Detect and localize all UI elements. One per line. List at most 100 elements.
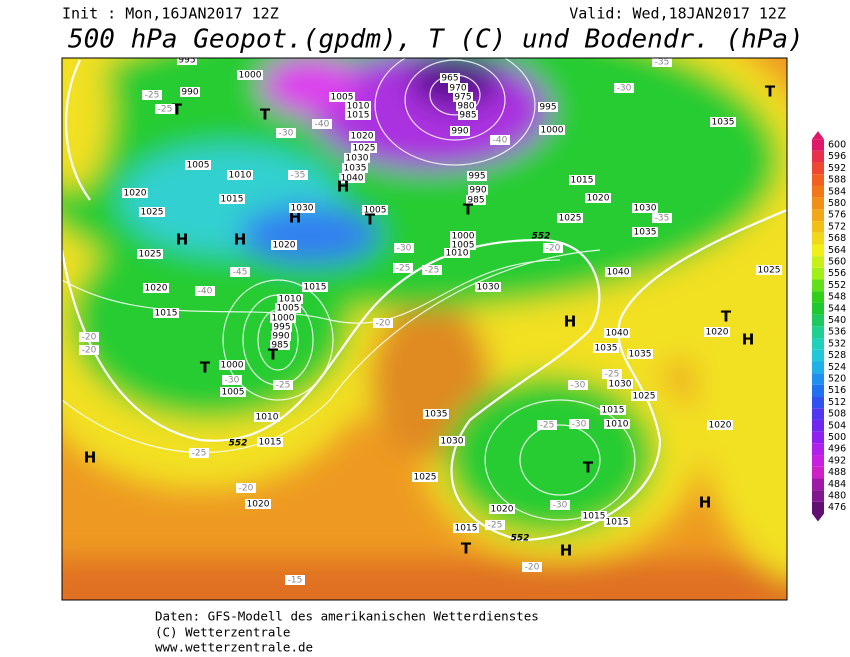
pressure-center: T: [461, 540, 472, 558]
label-box: [329, 92, 355, 102]
label-box: [373, 318, 393, 328]
geopotential-label: 552: [511, 534, 530, 544]
isobar-label: 1030: [609, 380, 632, 390]
label-box: [236, 483, 256, 493]
colorbar-swatch: [812, 455, 824, 467]
isobar-label: 1040: [341, 174, 364, 184]
isobar-label: 1000: [452, 232, 475, 242]
label-box: [237, 70, 263, 80]
colorbar-label: 528: [828, 350, 846, 361]
colorbar-swatch: [812, 174, 824, 186]
colorbar-swatch: [812, 326, 824, 339]
label-box: [219, 194, 245, 204]
label-box: [312, 119, 332, 129]
label-box: [539, 125, 565, 135]
colorbar-label: 500: [828, 432, 846, 443]
colorbar-label: 544: [828, 303, 846, 314]
isobar-label: 1020: [491, 505, 514, 515]
temperature-label: -20: [82, 346, 97, 356]
colorbar-swatch: [812, 221, 824, 233]
pressure-center: T: [260, 106, 271, 124]
colorbar-label: 600: [828, 140, 846, 151]
colorbar-tip: [812, 513, 824, 522]
pressure-center: T: [765, 83, 776, 101]
isobar-label: 1015: [606, 518, 629, 528]
map-frame: [61, 57, 788, 601]
isobar-label: 1035: [425, 410, 448, 420]
isobar-label: 1025: [758, 266, 781, 276]
label-box: [180, 87, 200, 97]
colorbar-label: 512: [828, 397, 846, 408]
isobar-label: 965: [441, 74, 458, 84]
label-box: [450, 231, 476, 241]
colorbar-swatch: [812, 279, 824, 292]
isobar-label: 995: [468, 172, 485, 182]
label-box: [569, 175, 595, 185]
pressure-center: T: [583, 459, 594, 477]
colorbar-tip: [812, 131, 824, 140]
temperature-label: -35: [291, 171, 306, 181]
temperature-label: -45: [233, 268, 248, 278]
label-box: [557, 213, 583, 223]
temperature-label: -15: [288, 576, 303, 586]
colorbar-swatch: [812, 419, 824, 432]
label-box: [227, 170, 253, 180]
label-box: [485, 520, 505, 530]
label-box: [756, 265, 782, 275]
isobar-label: 975: [454, 93, 471, 103]
temperature-label: -25: [145, 91, 160, 101]
colorbar-swatch: [812, 162, 824, 175]
isobar-label: 1005: [187, 161, 210, 171]
isobar-label: 1005: [364, 206, 387, 216]
label-box: [271, 240, 297, 250]
isobar-label: 995: [178, 56, 195, 66]
colorbar-swatch: [812, 139, 824, 151]
colorbar-swatch: [812, 408, 824, 420]
label-box: [604, 419, 630, 429]
label-box: [245, 499, 271, 509]
label-box: [344, 153, 370, 163]
isobar-label: 1000: [272, 314, 295, 324]
isobar-label: 1025: [139, 250, 162, 260]
temperature-label: -30: [279, 129, 294, 139]
label-box: [142, 90, 162, 100]
pressure-center: H: [84, 449, 97, 467]
label-box: [602, 369, 622, 379]
colorbar-swatch: [812, 267, 824, 280]
label-box: [604, 517, 630, 527]
label-box: [271, 331, 291, 341]
temperature-label: -25: [540, 421, 555, 431]
colorbar-label: 484: [828, 479, 846, 490]
isobar-label: 1025: [559, 214, 582, 224]
label-box: [605, 267, 631, 277]
label-box: [456, 101, 476, 111]
isobar-label: 970: [449, 84, 466, 94]
isobar-label: 1035: [629, 350, 652, 360]
isobar-label: 990: [451, 127, 468, 137]
label-box: [139, 207, 165, 217]
colorbar-label: 588: [828, 175, 846, 186]
temperature-label: -35: [655, 214, 670, 224]
label-box: [393, 263, 413, 273]
label-box: [394, 243, 414, 253]
pressure-center: T: [721, 308, 732, 326]
label-box: [522, 562, 542, 572]
temperature-label: -40: [198, 287, 213, 297]
label-box: [652, 213, 672, 223]
label-box: [276, 128, 296, 138]
label-box: [345, 110, 371, 120]
temperature-label: -30: [397, 244, 412, 254]
label-box: [153, 308, 179, 318]
colorbar-label: 520: [828, 374, 846, 385]
label-box: [275, 303, 301, 313]
label-box: [345, 101, 371, 111]
isobar-label: 1025: [633, 392, 656, 402]
colorbar-label: 480: [828, 491, 846, 502]
label-box: [185, 160, 211, 170]
label-box: [270, 313, 296, 323]
temperature-label: -25: [276, 381, 291, 391]
isobar-label: 1035: [712, 118, 735, 128]
colorbar-swatch: [812, 150, 824, 163]
pressure-center: H: [742, 331, 755, 349]
